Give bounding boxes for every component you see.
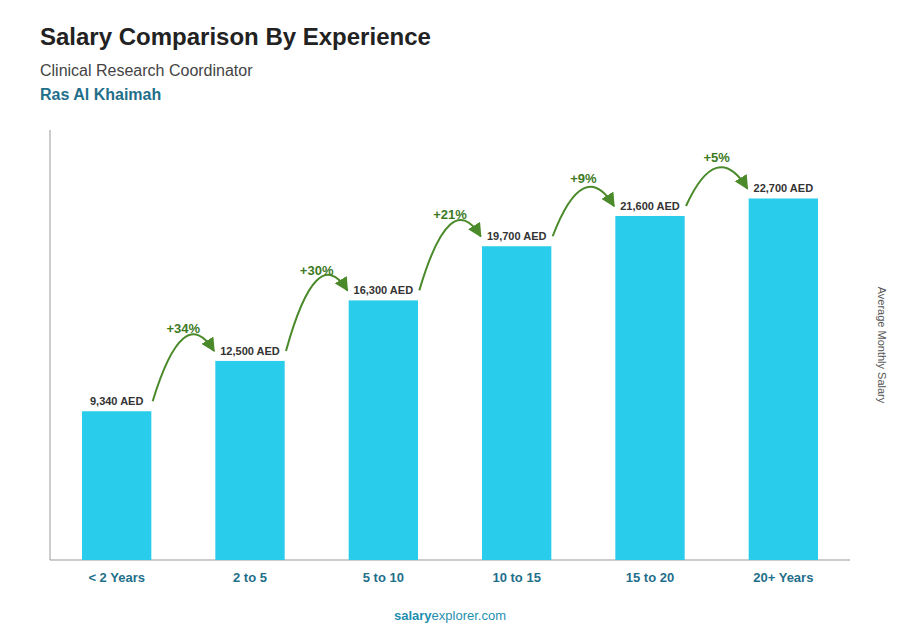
bar <box>215 361 284 560</box>
y-axis-line <box>50 130 51 560</box>
footer-part: salary <box>394 608 432 623</box>
location: Ras Al Khaimah <box>40 86 161 103</box>
footer-part: explorer.com <box>432 608 506 623</box>
growth-label: +30% <box>300 263 334 278</box>
data-label: 22,700 AED <box>754 182 814 194</box>
growth-arrow <box>419 220 480 290</box>
x-tick-label: 2 to 5 <box>233 570 267 585</box>
growth-label: +34% <box>167 321 201 336</box>
growth-arrow <box>153 334 214 401</box>
bar <box>749 198 818 560</box>
growth-arrow <box>286 275 347 351</box>
bar <box>615 216 684 560</box>
y-axis-label: Average Monthly Salary <box>876 287 888 404</box>
data-label: 21,600 AED <box>620 200 680 212</box>
growth-label: +21% <box>433 207 467 222</box>
subtitle: Clinical Research Coordinator <box>40 62 253 79</box>
x-axis-line <box>50 560 850 561</box>
chart: Salary Comparison By Experience Clinical … <box>0 0 900 641</box>
bars <box>82 198 818 560</box>
data-label: 16,300 AED <box>354 284 414 296</box>
bar <box>349 300 418 560</box>
growth-arrow <box>686 167 747 206</box>
growth-arrow <box>553 187 614 236</box>
data-label: 12,500 AED <box>220 345 280 357</box>
title: Salary Comparison By Experience <box>40 23 431 50</box>
data-label: 19,700 AED <box>487 230 547 242</box>
footer: salaryexplorer.com <box>394 608 506 623</box>
bar <box>482 246 551 560</box>
x-tick-label: 5 to 10 <box>363 570 404 585</box>
x-tick-label: 10 to 15 <box>492 570 540 585</box>
x-tick-label: 20+ Years <box>753 570 813 585</box>
growth-label: +5% <box>703 150 730 165</box>
growth-label: +9% <box>570 171 597 186</box>
x-tick-label: 15 to 20 <box>626 570 674 585</box>
data-label: 9,340 AED <box>90 395 143 407</box>
x-tick-label: < 2 Years <box>88 570 145 585</box>
bar <box>82 411 151 560</box>
